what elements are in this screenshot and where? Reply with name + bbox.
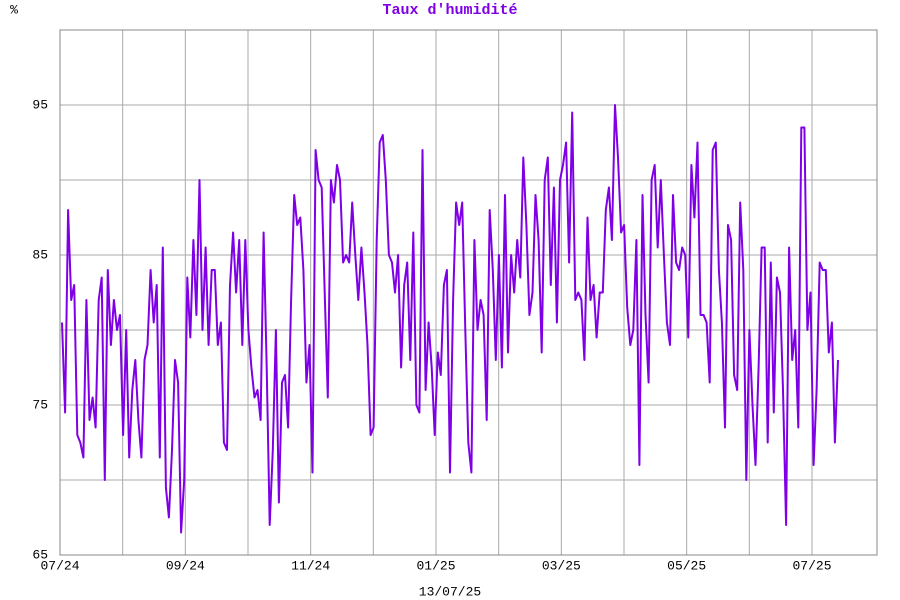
x-tick-label: 03/25 (542, 558, 581, 573)
chart-title: Taux d'humidité (382, 2, 517, 19)
x-tick-label: 11/24 (291, 558, 330, 573)
x-tick-label: 09/24 (166, 558, 205, 573)
x-tick-label: 07/25 (792, 558, 831, 573)
x-tick-label: 01/25 (416, 558, 455, 573)
x-tick-label: 07/24 (40, 558, 79, 573)
humidity-line (61, 104, 839, 534)
footer-date: 13/07/25 (419, 584, 481, 599)
y-unit: % (10, 2, 18, 17)
y-tick-label: 95 (32, 97, 48, 112)
x-tick-label: 05/25 (667, 558, 706, 573)
plot-frame (59, 29, 878, 556)
y-tick-label: 65 (32, 547, 48, 562)
y-tick-label: 75 (32, 397, 48, 412)
y-tick-label: 85 (32, 247, 48, 262)
